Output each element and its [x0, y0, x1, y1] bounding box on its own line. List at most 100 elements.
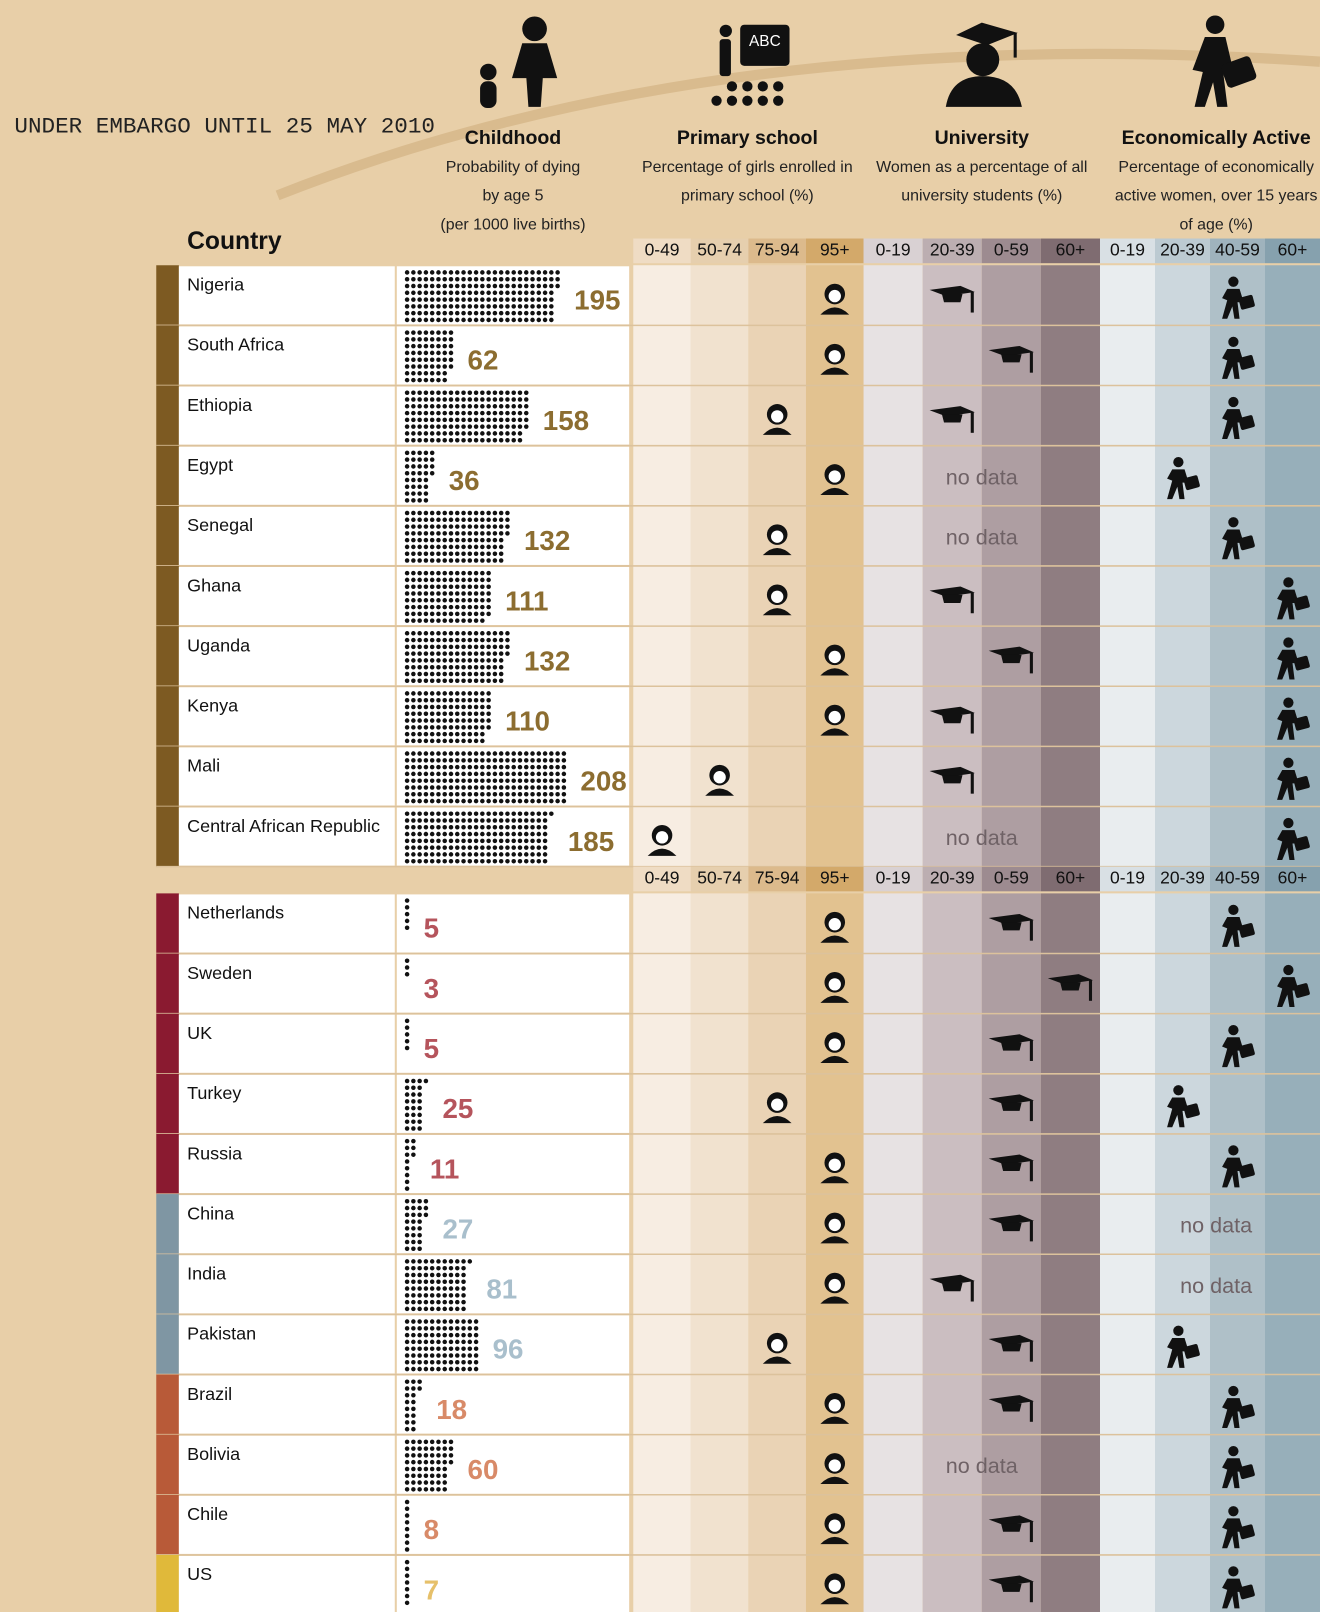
- dot: [473, 404, 479, 409]
- dot: [536, 771, 542, 777]
- dot: [511, 417, 516, 423]
- dot: [549, 751, 554, 756]
- dot: [448, 310, 454, 316]
- dot: [480, 838, 485, 844]
- dot: [423, 377, 429, 383]
- dot: [411, 1279, 416, 1285]
- dot: [473, 1360, 479, 1365]
- dot: [404, 831, 410, 837]
- mortality-dots: [404, 390, 529, 443]
- girl-body: [820, 487, 850, 496]
- economic-icon: [1222, 1024, 1255, 1068]
- dot: [511, 310, 516, 316]
- economic-icon: [1277, 637, 1310, 680]
- dot: [417, 371, 422, 376]
- economic-icon: [1167, 456, 1200, 500]
- dot: [467, 664, 473, 670]
- dot: [561, 764, 567, 770]
- dot: [517, 390, 523, 395]
- dot: [404, 1172, 410, 1178]
- dot: [486, 558, 491, 563]
- dot: [411, 1226, 416, 1231]
- section-subtitle: by age 5: [482, 188, 543, 205]
- dot: [423, 1439, 429, 1445]
- dot: [442, 664, 447, 670]
- dot: [411, 450, 416, 456]
- dot: [404, 1186, 410, 1191]
- dot: [505, 852, 510, 857]
- dot: [492, 417, 498, 423]
- dot: [404, 577, 410, 583]
- dot: [461, 297, 466, 302]
- dot: [404, 1426, 410, 1432]
- dot: [404, 1566, 410, 1572]
- dot: [436, 517, 441, 523]
- dot: [423, 852, 429, 857]
- dot: [417, 644, 422, 650]
- dot: [429, 604, 435, 610]
- dot: [536, 758, 542, 763]
- dot: [423, 1272, 429, 1278]
- dot: [411, 343, 416, 349]
- dot: [429, 1360, 435, 1365]
- dot: [505, 424, 510, 429]
- worker-head: [1173, 456, 1184, 468]
- dot: [455, 792, 460, 797]
- worker-head: [1228, 1566, 1239, 1577]
- dot: [436, 697, 441, 703]
- woman-body: [511, 43, 558, 107]
- dot: [448, 1293, 454, 1298]
- tassel: [970, 412, 974, 433]
- region-stripe: [156, 1554, 179, 1612]
- dot: [517, 825, 523, 830]
- dot: [480, 591, 485, 596]
- dot: [442, 544, 447, 550]
- dot: [523, 417, 529, 423]
- dot: [429, 1366, 435, 1372]
- dot: [411, 1232, 416, 1238]
- dot: [486, 785, 491, 790]
- dot: [461, 1366, 466, 1372]
- worker-body: [1167, 469, 1189, 500]
- dot: [417, 1326, 422, 1331]
- dot: [411, 691, 416, 696]
- worker-body: [1222, 349, 1244, 379]
- dot: [423, 591, 429, 596]
- dot: [436, 304, 441, 309]
- dot: [417, 591, 422, 596]
- country-header: Country: [187, 228, 282, 255]
- dot: [467, 417, 473, 423]
- dot: [442, 731, 447, 737]
- dot: [442, 337, 447, 342]
- country-cell: [178, 1315, 395, 1374]
- dot: [473, 751, 479, 756]
- dot: [492, 792, 498, 797]
- dot: [417, 751, 422, 756]
- dot: [404, 297, 410, 302]
- dot: [549, 310, 554, 316]
- dot: [486, 691, 491, 696]
- dot: [448, 343, 454, 349]
- dot: [461, 811, 466, 816]
- section-subtitle: Percentage of girls enrolled in: [642, 159, 853, 176]
- dot: [492, 390, 498, 395]
- dot: [436, 637, 441, 643]
- dot: [461, 1286, 466, 1291]
- dot: [461, 510, 466, 516]
- dot: [473, 678, 479, 684]
- dot: [473, 697, 479, 703]
- university-icon: [929, 586, 975, 614]
- girl-face: [828, 1158, 841, 1171]
- bin-column-bg: [1155, 893, 1210, 1612]
- board: [740, 24, 790, 66]
- dot: [486, 751, 491, 756]
- dot: [423, 1480, 429, 1485]
- dot: [492, 397, 498, 402]
- dot: [404, 845, 410, 850]
- dot: [505, 390, 510, 395]
- dot: [411, 1406, 416, 1412]
- dot: [461, 751, 466, 756]
- dot: [429, 598, 435, 603]
- dot: [423, 725, 429, 730]
- dot: [404, 1159, 410, 1164]
